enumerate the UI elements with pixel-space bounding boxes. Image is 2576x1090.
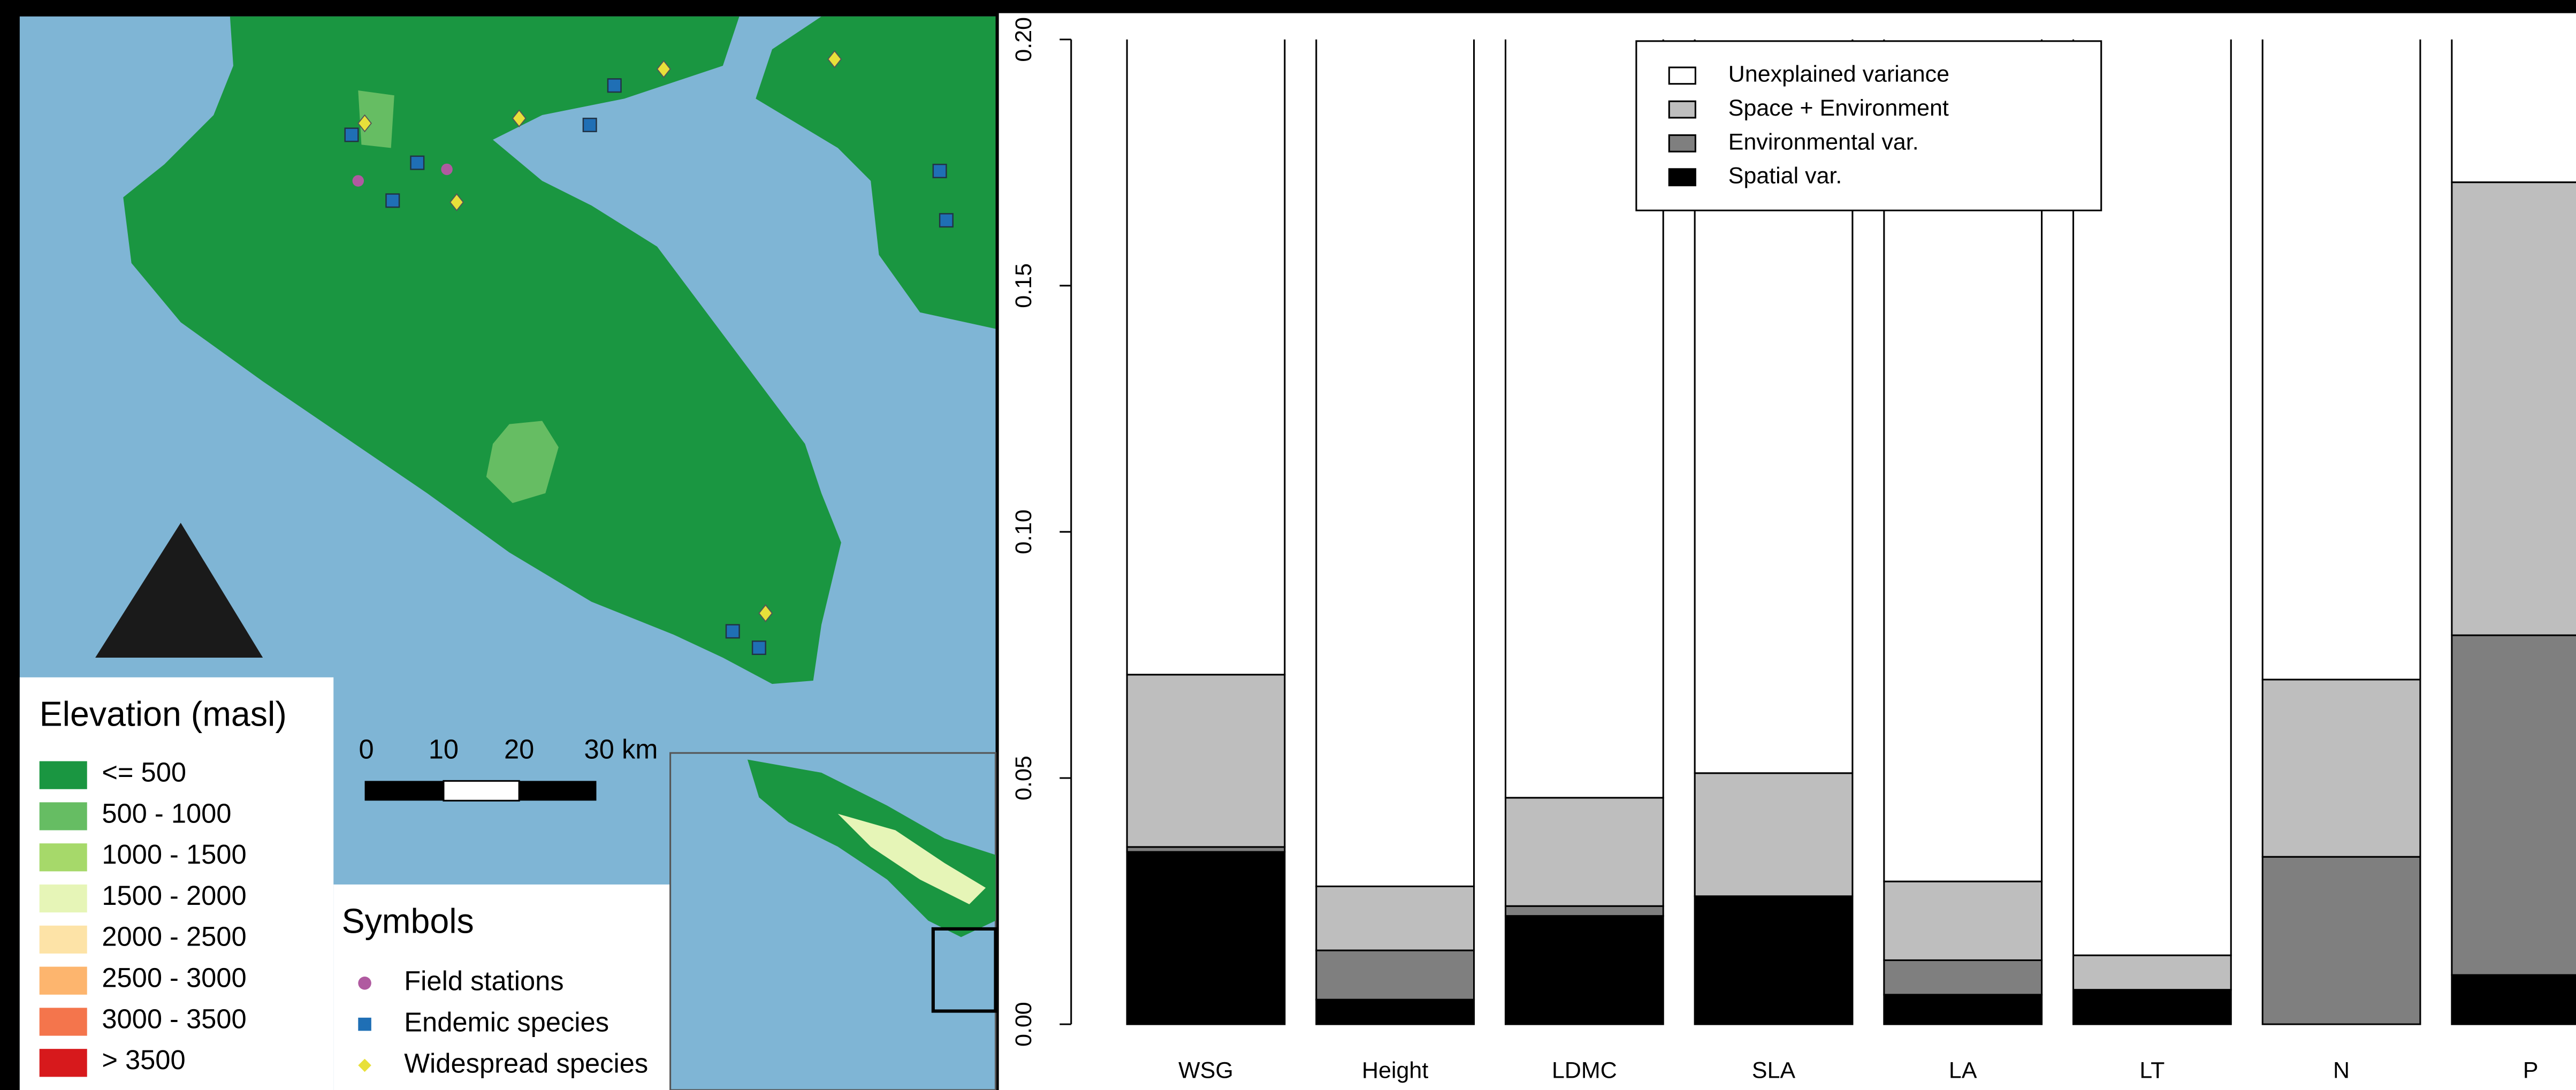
endemic-point xyxy=(583,118,597,132)
legend-label: 1000 - 1500 xyxy=(102,839,246,870)
legend-label: 500 - 1000 xyxy=(102,798,231,828)
bar-segment xyxy=(1505,906,1663,916)
endemic-point xyxy=(345,128,359,142)
figure: Elevation (masl) Symbols <= 500 500 - 100… xyxy=(0,0,2576,1090)
y-tick-label: 0.15 xyxy=(1011,263,1037,308)
symbol-label: Endemic species xyxy=(404,1007,609,1037)
scale-label: 10 xyxy=(429,734,459,764)
x-tick-label: N xyxy=(2333,1058,2350,1084)
scale-bar xyxy=(519,781,596,801)
legend-label: Unexplained variance xyxy=(1728,62,1949,87)
x-tick-label: WSG xyxy=(1178,1058,1233,1084)
bar-segment xyxy=(1695,896,1853,1024)
bar-segment xyxy=(1884,960,2042,994)
y-tick-label: 0.20 xyxy=(1011,17,1037,62)
legend-label: 1500 - 2000 xyxy=(102,880,246,911)
scale-label: 20 xyxy=(504,734,534,764)
bar-segment xyxy=(1316,950,1474,1000)
endemic-point xyxy=(940,214,953,227)
legend-label: Environmental var. xyxy=(1728,129,1919,155)
x-tick-label: SLA xyxy=(1752,1058,1796,1084)
bar-segment xyxy=(2074,990,2231,1024)
legend-swatch xyxy=(40,885,87,912)
bar-segment xyxy=(1505,916,1663,1024)
bar-segment xyxy=(2262,857,2420,1024)
x-tick-label: Height xyxy=(1362,1058,1428,1084)
bar-segment xyxy=(2262,0,2420,680)
bar-segment xyxy=(1316,0,1474,886)
station-point xyxy=(441,164,452,176)
legend-label: 2000 - 2500 xyxy=(102,921,246,952)
x-tick-label: P xyxy=(2523,1058,2539,1084)
legend-title: Elevation (masl) xyxy=(40,695,287,734)
x-tick-label: LT xyxy=(2139,1058,2165,1084)
x-tick-label: LA xyxy=(1949,1058,1977,1084)
symbol-label: Field stations xyxy=(404,966,563,996)
legend-swatch xyxy=(40,761,87,789)
bar-segment xyxy=(1127,675,1285,847)
legend-swatch xyxy=(1669,135,1695,152)
endemic-point xyxy=(752,641,766,654)
bar-segment xyxy=(2452,182,2576,636)
legend-swatch xyxy=(1669,67,1695,84)
bar-segment xyxy=(1505,798,1663,906)
bar-segment xyxy=(1316,1000,1474,1024)
legend-label: > 3500 xyxy=(102,1045,185,1075)
symbol-marker xyxy=(358,1018,371,1031)
legend-label: Spatial var. xyxy=(1728,163,1842,189)
x-tick-label: LDMC xyxy=(1552,1058,1617,1084)
legend-label: Space + Environment xyxy=(1728,95,1949,121)
y-tick-label: 0.00 xyxy=(1011,1002,1037,1047)
endemic-point xyxy=(933,164,947,178)
symbol-marker xyxy=(358,977,371,990)
scale-bar xyxy=(365,781,444,801)
bar-segment xyxy=(1316,886,1474,950)
map-panel: Elevation (masl) Symbols <= 500 500 - 100… xyxy=(20,17,996,1090)
scale-bar xyxy=(444,781,519,801)
legend-swatch xyxy=(40,1049,87,1077)
station-point xyxy=(353,175,364,187)
scale-label: 30 km xyxy=(584,734,658,764)
legend-label: 2500 - 3000 xyxy=(102,963,246,993)
legend-swatch xyxy=(40,843,87,871)
symbol-label: Widespread species xyxy=(404,1048,648,1078)
legend-label: <= 500 xyxy=(102,757,186,787)
endemic-point xyxy=(386,194,399,208)
y-tick-label: 0.05 xyxy=(1011,756,1037,801)
legend-label: 3000 - 3500 xyxy=(102,1003,246,1034)
bar-segment xyxy=(1127,852,1285,1024)
legend-swatch xyxy=(40,926,87,954)
y-tick-label: 0.10 xyxy=(1011,509,1037,554)
bar-segment xyxy=(2452,635,2576,975)
legend-swatch xyxy=(1669,169,1695,186)
symbols-title: Symbols xyxy=(342,902,474,941)
scale-label: 0 xyxy=(359,734,374,764)
bar-segment xyxy=(1884,881,2042,960)
bar-segment xyxy=(1884,995,2042,1024)
endemic-point xyxy=(411,156,424,170)
bar-segment xyxy=(2452,975,2576,1024)
bar-segment xyxy=(2074,955,2231,989)
legend-swatch xyxy=(40,802,87,830)
bar-segment xyxy=(1695,773,1853,896)
endemic-point xyxy=(726,625,740,638)
endemic-point xyxy=(608,79,621,92)
legend-swatch xyxy=(40,967,87,995)
legend-swatch xyxy=(40,1008,87,1035)
legend-swatch xyxy=(1669,101,1695,118)
bar-segment xyxy=(1127,0,1285,675)
bar-segment xyxy=(2262,680,2420,857)
